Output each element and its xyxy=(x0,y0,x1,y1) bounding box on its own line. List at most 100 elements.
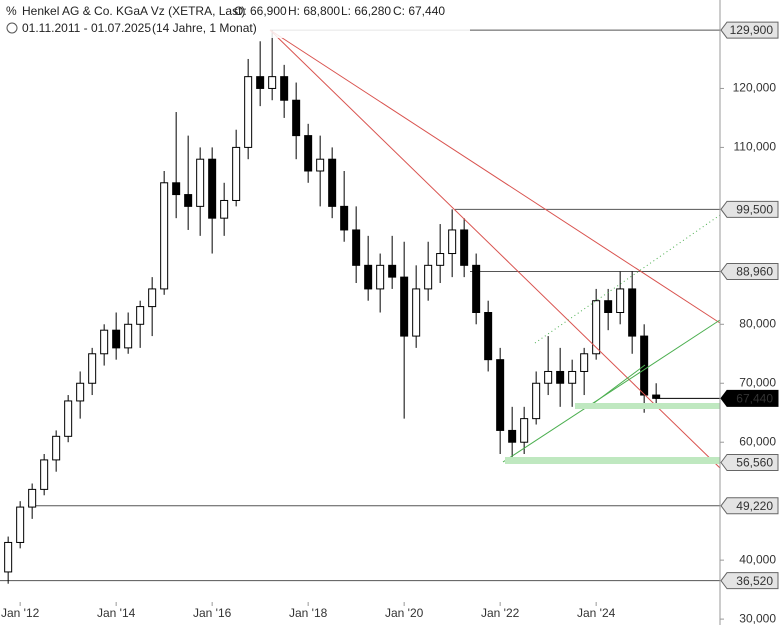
candle-body xyxy=(400,276,409,337)
price-label: 49,220 xyxy=(736,499,773,513)
candle-body xyxy=(28,488,37,508)
candle-body xyxy=(4,541,13,573)
x-tick-label: Jan '14 xyxy=(97,606,136,620)
price-label-box xyxy=(720,497,779,515)
candle-body xyxy=(304,135,313,172)
y-tick-label: 60,000 xyxy=(739,434,776,448)
candle-body xyxy=(100,329,109,355)
candle-body xyxy=(508,429,517,443)
quote: H: 68,800 xyxy=(288,4,340,18)
candle-body xyxy=(232,146,241,201)
candle-body xyxy=(376,264,385,290)
price-label: 129,900 xyxy=(730,23,774,37)
y-tick-label: 120,000 xyxy=(733,81,777,95)
candle-body xyxy=(172,182,181,196)
candle-body xyxy=(208,158,217,219)
candle-body xyxy=(16,506,25,543)
candle-body xyxy=(388,264,397,278)
candle-body xyxy=(580,353,589,372)
candle-body xyxy=(352,229,361,266)
candle-body xyxy=(532,382,541,420)
price-label: 36,520 xyxy=(736,574,773,588)
candle-body xyxy=(604,300,613,314)
x-tick-label: Jan '12 xyxy=(1,606,40,620)
x-tick-label: Jan '20 xyxy=(385,606,424,620)
candle-body xyxy=(136,306,145,325)
candle-body xyxy=(280,76,289,101)
candle-body xyxy=(124,323,133,349)
candle-body xyxy=(424,264,433,290)
trend-line xyxy=(269,29,721,324)
price-label-box xyxy=(720,389,779,407)
price-label-box xyxy=(720,454,779,471)
y-tick-label: 40,000 xyxy=(739,552,776,566)
candle-body xyxy=(340,205,349,231)
candle-body xyxy=(412,288,421,337)
candle-body xyxy=(244,76,253,148)
candle-body xyxy=(520,418,529,443)
x-tick-label: Jan '18 xyxy=(289,606,328,620)
price-label-box xyxy=(720,572,779,590)
price-label: 88,960 xyxy=(736,265,773,279)
support-zone xyxy=(505,457,720,464)
price-label-box xyxy=(720,262,779,280)
candle-body xyxy=(160,182,169,290)
x-tick-label: Jan '16 xyxy=(193,606,232,620)
plot-area: 30,000 40,000 60,000 70,000 80,000 110,000 120… xyxy=(0,29,777,625)
overlay: 129,900 99,500 88,960 67,440 56,560 49,220 36,… xyxy=(720,21,779,590)
quote: L: 66,280 xyxy=(341,4,391,18)
y-tick-label: 70,000 xyxy=(739,375,776,389)
trend-line xyxy=(502,319,721,463)
icon: % xyxy=(6,4,17,18)
candle-body xyxy=(76,382,85,402)
candle-body xyxy=(268,76,277,89)
candle-body xyxy=(472,264,481,314)
y-tick-label: 80,000 xyxy=(739,316,776,330)
period: (14 Jahre, 1 Monat) xyxy=(152,21,257,35)
price-label-box xyxy=(720,200,779,218)
candle-body xyxy=(88,353,97,384)
candle-body xyxy=(544,370,553,384)
candle-body xyxy=(64,400,73,437)
candle-body xyxy=(436,253,445,266)
trend-line xyxy=(534,214,721,344)
price-label-box xyxy=(720,21,779,39)
y-tick-label: 30,000 xyxy=(739,611,776,625)
candle-body xyxy=(328,158,337,207)
candle-body xyxy=(184,194,193,207)
candle-body xyxy=(220,199,229,219)
candle-body xyxy=(52,435,61,461)
candle-body xyxy=(196,158,205,207)
x-tick-label: Jan '22 xyxy=(481,606,520,620)
candle-body xyxy=(496,359,505,431)
y-tick-label: 110,000 xyxy=(734,140,777,154)
candle-body xyxy=(484,312,493,361)
support-zone xyxy=(575,403,720,409)
header-bg xyxy=(0,0,470,38)
quote: C: 67,440 xyxy=(393,4,445,18)
trend-line xyxy=(593,364,646,404)
candle-body xyxy=(256,76,265,89)
candle-body xyxy=(652,394,661,399)
candle-body xyxy=(592,300,601,355)
candle-body xyxy=(616,288,625,314)
subtitle: 01.11.2011 - 01.07.2025 xyxy=(22,21,151,35)
price-label: 56,560 xyxy=(736,456,773,470)
candle-body xyxy=(448,229,457,255)
candle-body xyxy=(148,288,157,308)
chart-title: Henkel AG & Co. KGaA Vz (XETRA, Last) xyxy=(22,4,245,18)
candle-body xyxy=(112,329,121,349)
x-tick-label: Jan '24 xyxy=(577,606,616,620)
price-label: 99,500 xyxy=(736,202,773,216)
candle-body xyxy=(460,229,469,266)
quote: O: 66,900 xyxy=(234,4,287,18)
candle-body xyxy=(568,370,577,384)
trend-line xyxy=(269,29,721,469)
price-label: 67,440 xyxy=(736,392,773,406)
candle-body xyxy=(40,459,49,490)
candle-body xyxy=(364,264,373,290)
candle-body xyxy=(628,288,637,337)
